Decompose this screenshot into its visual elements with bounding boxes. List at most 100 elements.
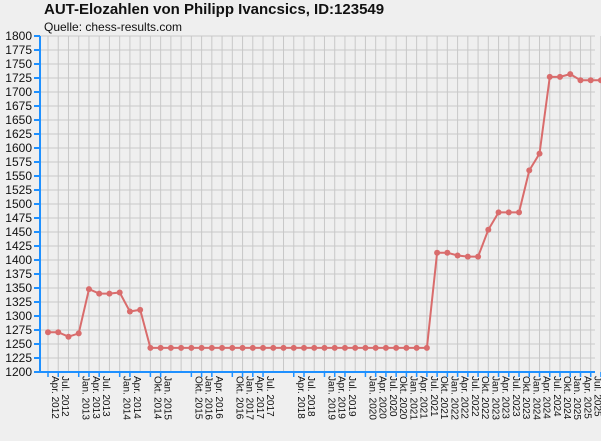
y-tick-label: 1775 — [5, 43, 32, 57]
y-tick-label: 1375 — [5, 267, 32, 281]
x-tick-label: Okt. 2022 — [479, 376, 490, 420]
y-tick-label: 1525 — [5, 183, 32, 197]
data-point — [434, 249, 441, 256]
data-point — [352, 344, 359, 351]
series-points — [45, 71, 601, 351]
x-tick-label: Okt. 2016 — [233, 376, 244, 420]
y-tick-label: 1500 — [5, 197, 32, 211]
data-point — [423, 344, 430, 351]
x-tick-label: Apr. 2023 — [500, 376, 511, 419]
data-point — [219, 344, 226, 351]
data-point — [137, 306, 144, 313]
x-tick-label: Jan. 2014 — [121, 376, 132, 420]
data-point — [280, 344, 287, 351]
data-point — [393, 344, 400, 351]
x-tick-label: Apr. 2021 — [418, 376, 429, 419]
x-tick-label: Jan. 2017 — [244, 376, 255, 420]
x-tick-label: Jan. 2020 — [366, 376, 377, 420]
x-tick-label: Jul. 2020 — [387, 376, 398, 417]
y-tick-label: 1325 — [5, 295, 32, 309]
data-point — [577, 77, 584, 84]
x-tick-label: Apr. 2024 — [541, 376, 552, 419]
data-point — [157, 344, 164, 351]
data-point — [116, 289, 123, 296]
chart-title: AUT-Elozahlen von Philipp Ivancsics, ID:… — [44, 1, 385, 18]
data-point — [597, 77, 601, 84]
data-point — [526, 167, 533, 174]
x-tick-label: Okt. 2014 — [151, 376, 162, 420]
y-tick-label: 1400 — [5, 253, 32, 267]
y-tick-label: 1250 — [5, 337, 32, 351]
y-axis-ticks: 1200122512501275130013251350137514001425… — [5, 29, 40, 379]
x-tick-label: Jul. 2023 — [510, 376, 521, 417]
x-tick-label: Jan. 2019 — [325, 376, 336, 420]
data-point — [321, 344, 328, 351]
data-point — [403, 344, 410, 351]
data-point — [464, 253, 471, 260]
x-tick-label: Apr. 2022 — [459, 376, 470, 419]
x-tick-label: Okt. 2015 — [192, 376, 203, 420]
x-tick-label: Jan. 2021 — [407, 376, 418, 420]
grid-lines — [40, 35, 601, 373]
data-point — [167, 344, 174, 351]
data-point — [516, 209, 523, 216]
data-point — [444, 249, 451, 256]
x-tick-label: Apr. 2018 — [295, 376, 306, 419]
data-point — [556, 73, 563, 80]
data-point — [413, 344, 420, 351]
x-tick-label: Okt. 2024 — [561, 376, 572, 420]
x-tick-label: Jan. 2016 — [203, 376, 214, 420]
x-tick-label: Jul. 2022 — [469, 376, 480, 417]
y-tick-label: 1750 — [5, 57, 32, 71]
data-point — [454, 252, 461, 259]
x-tick-label: Apr. 2013 — [90, 376, 101, 419]
x-tick-label: Jul. 2024 — [551, 376, 562, 417]
x-tick-label: Jul. 2018 — [305, 376, 316, 417]
x-tick-label: Jan. 2022 — [448, 376, 459, 420]
x-tick-label: Apr. 2025 — [581, 376, 592, 419]
data-point — [362, 344, 369, 351]
data-point — [372, 344, 379, 351]
data-point — [85, 286, 92, 293]
data-point — [55, 329, 62, 336]
y-tick-label: 1450 — [5, 225, 32, 239]
data-point — [229, 344, 236, 351]
y-tick-label: 1800 — [5, 29, 32, 43]
data-point — [587, 77, 594, 84]
y-tick-label: 1600 — [5, 141, 32, 155]
data-point — [96, 290, 103, 297]
data-point — [65, 333, 72, 340]
x-tick-label: Jul. 2017 — [264, 376, 275, 417]
x-tick-label: Jul. 2013 — [100, 376, 111, 417]
data-point — [290, 344, 297, 351]
data-point — [475, 253, 482, 260]
data-point — [546, 73, 553, 80]
data-point — [208, 344, 215, 351]
x-tick-label: Apr. 2016 — [213, 376, 224, 419]
x-tick-label: Jul. 2019 — [346, 376, 357, 417]
x-tick-label: Jul. 2012 — [59, 376, 70, 417]
x-tick-label: Jan. 2024 — [530, 376, 541, 420]
x-tick-label: Jan. 2025 — [571, 376, 582, 420]
data-point — [239, 344, 246, 351]
y-tick-label: 1225 — [5, 351, 32, 365]
data-point — [126, 308, 133, 315]
x-tick-label: Apr. 2014 — [131, 376, 142, 419]
y-tick-label: 1575 — [5, 155, 32, 169]
data-point — [300, 344, 307, 351]
x-tick-label: Okt. 2023 — [520, 376, 531, 420]
x-tick-label: Apr. 2019 — [336, 376, 347, 419]
y-tick-label: 1275 — [5, 323, 32, 337]
data-point — [567, 71, 574, 78]
data-point — [485, 226, 492, 233]
y-tick-label: 1675 — [5, 99, 32, 113]
data-point — [75, 330, 82, 337]
x-tick-label: Jul. 2025 — [592, 376, 601, 417]
data-point — [270, 344, 277, 351]
y-tick-label: 1475 — [5, 211, 32, 225]
x-axis-ticks: Apr. 2012 Jul. 2012 Jan. 2013 Apr. 2013 Jul.… — [47, 372, 601, 420]
data-point — [331, 344, 338, 351]
y-tick-label: 1425 — [5, 239, 32, 253]
y-tick-label: 1725 — [5, 71, 32, 85]
